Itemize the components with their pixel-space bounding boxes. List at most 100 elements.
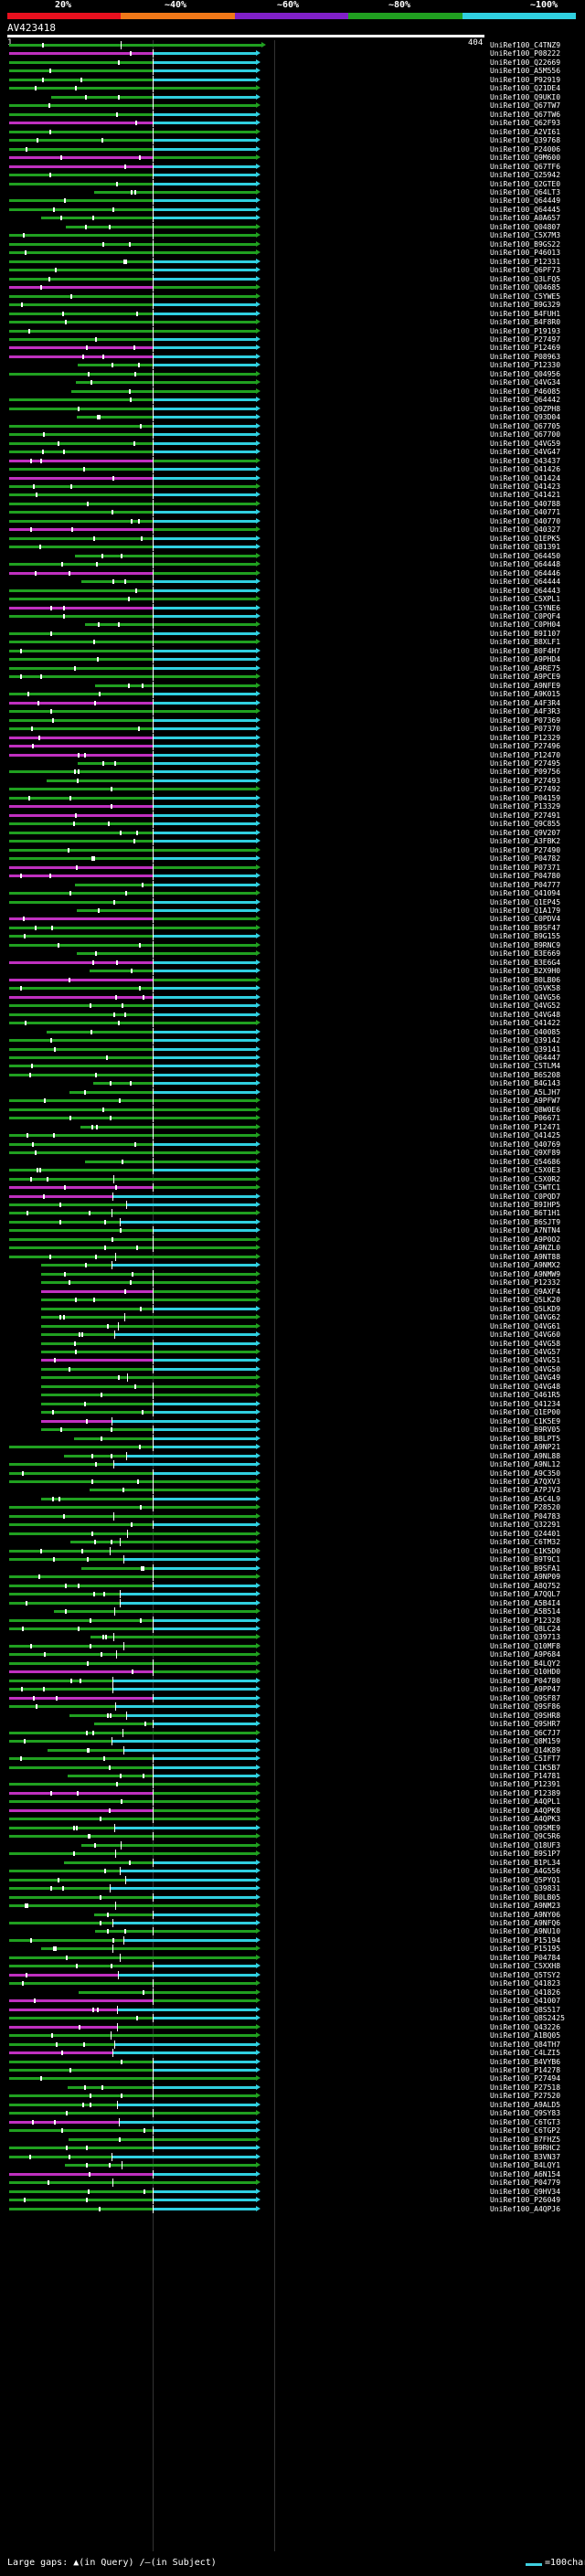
hit-row[interactable]: UniRef100_B4VYB6: [0, 2057, 585, 2066]
hit-accession-link[interactable]: UniRef100_B9SFA1: [490, 1564, 561, 1573]
hit-accession-link[interactable]: UniRef100_Q41422: [490, 1019, 561, 1028]
hit-accession-link[interactable]: UniRef100_B9SF47: [490, 923, 561, 932]
hit-row[interactable]: UniRef100_B4LQY2: [0, 1659, 585, 1668]
hit-row[interactable]: UniRef100_B4F8R0: [0, 318, 585, 327]
hit-row[interactable]: UniRef100_C5YWE5: [0, 292, 585, 301]
hit-accession-link[interactable]: UniRef100_B6SJT9: [490, 1217, 561, 1226]
hit-accession-link[interactable]: UniRef100_B4LQY1: [490, 2161, 561, 2170]
hit-accession-link[interactable]: UniRef100_A7PJV3: [490, 1486, 561, 1495]
hit-accession-link[interactable]: UniRef100_Q4VG48: [490, 1010, 561, 1019]
hit-row[interactable]: UniRef100_Q41424: [0, 473, 585, 482]
hit-row[interactable]: UniRef100_P15195: [0, 1945, 585, 1954]
hit-accession-link[interactable]: UniRef100_A6N154: [490, 2169, 561, 2178]
hit-row[interactable]: UniRef100_A7NTN4: [0, 1226, 585, 1235]
hit-accession-link[interactable]: UniRef100_Q4VG62: [490, 1313, 561, 1322]
hit-accession-link[interactable]: UniRef100_Q9V207: [490, 828, 561, 837]
hit-accession-link[interactable]: UniRef100_P12328: [490, 1616, 561, 1625]
hit-row[interactable]: UniRef100_P04777: [0, 880, 585, 889]
hit-accession-link[interactable]: UniRef100_Q93D04: [490, 413, 561, 422]
hit-accession-link[interactable]: UniRef100_A4F3R4: [490, 698, 561, 707]
hit-row[interactable]: UniRef100_Q9UKI0: [0, 92, 585, 101]
hit-row[interactable]: UniRef100_Q64446: [0, 568, 585, 578]
hit-accession-link[interactable]: UniRef100_P04777: [490, 880, 561, 889]
hit-row[interactable]: UniRef100_Q04956: [0, 369, 585, 378]
hit-accession-link[interactable]: UniRef100_A9P684: [490, 1650, 561, 1659]
hit-row[interactable]: UniRef100_P07369: [0, 716, 585, 725]
hit-accession-link[interactable]: UniRef100_B2X9H0: [490, 967, 561, 976]
hit-row[interactable]: UniRef100_A1BQ05: [0, 2031, 585, 2041]
hit-row[interactable]: UniRef100_B7FHZ5: [0, 2135, 585, 2144]
hit-row[interactable]: UniRef100_Q67TW7: [0, 101, 585, 111]
hit-accession-link[interactable]: UniRef100_Q04956: [490, 369, 561, 378]
hit-row[interactable]: UniRef100_Q9AXF4: [0, 1287, 585, 1296]
hit-accession-link[interactable]: UniRef100_Q18UF3: [490, 1840, 561, 1850]
hit-row[interactable]: UniRef100_Q64445: [0, 205, 585, 214]
hit-row[interactable]: UniRef100_P12330: [0, 361, 585, 370]
hit-accession-link[interactable]: UniRef100_P12331: [490, 257, 561, 266]
hit-accession-link[interactable]: UniRef100_C1K5D0: [490, 1546, 561, 1555]
hit-accession-link[interactable]: UniRef100_A4QPL1: [490, 1797, 561, 1807]
hit-accession-link[interactable]: UniRef100_A9C350: [490, 1468, 561, 1478]
hit-row[interactable]: UniRef100_A3FBK2: [0, 837, 585, 846]
hit-row[interactable]: UniRef100_Q41826: [0, 1988, 585, 1997]
hit-row[interactable]: UniRef100_B9SFA1: [0, 1564, 585, 1573]
hit-accession-link[interactable]: UniRef100_P15195: [490, 1945, 561, 1954]
hit-accession-link[interactable]: UniRef100_P04159: [490, 793, 561, 802]
hit-row[interactable]: UniRef100_P09756: [0, 768, 585, 777]
hit-row[interactable]: UniRef100_Q4VG56: [0, 992, 585, 1002]
hit-accession-link[interactable]: UniRef100_P04784: [490, 1953, 561, 1962]
hit-row[interactable]: UniRef100_A9NP09: [0, 1573, 585, 1582]
hit-accession-link[interactable]: UniRef100_P04780: [490, 1676, 561, 1685]
hit-row[interactable]: UniRef100_Q64450: [0, 551, 585, 560]
hit-row[interactable]: UniRef100_Q4VG51: [0, 1356, 585, 1365]
hit-accession-link[interactable]: UniRef100_A5B514: [490, 1607, 561, 1617]
hit-accession-link[interactable]: UniRef100_Q24401: [490, 1529, 561, 1538]
hit-row[interactable]: UniRef100_A9NZL0: [0, 1244, 585, 1253]
hit-accession-link[interactable]: UniRef100_Q67TW7: [490, 101, 561, 111]
hit-accession-link[interactable]: UniRef100_A4QPJ6: [490, 2204, 561, 2213]
hit-row[interactable]: UniRef100_P12469: [0, 344, 585, 353]
hit-accession-link[interactable]: UniRef100_P26049: [490, 2196, 561, 2205]
hit-row[interactable]: UniRef100_C5XPL1: [0, 595, 585, 604]
hit-accession-link[interactable]: UniRef100_Q04807: [490, 222, 561, 231]
hit-row[interactable]: UniRef100_Q54686: [0, 1157, 585, 1166]
hit-row[interactable]: UniRef100_Q9SHR8: [0, 1711, 585, 1720]
hit-row[interactable]: UniRef100_Q41426: [0, 465, 585, 474]
hit-row[interactable]: UniRef100_B9I107: [0, 629, 585, 638]
hit-row[interactable]: UniRef100_Q6C7J7: [0, 1728, 585, 1737]
hit-accession-link[interactable]: UniRef100_P12391: [490, 1780, 561, 1789]
hit-accession-link[interactable]: UniRef100_B9G329: [490, 301, 561, 310]
hit-accession-link[interactable]: UniRef100_A7NTN4: [490, 1226, 561, 1235]
hit-accession-link[interactable]: UniRef100_A9NMX2: [490, 1261, 561, 1270]
hit-accession-link[interactable]: UniRef100_Q40788: [490, 499, 561, 508]
hit-accession-link[interactable]: UniRef100_A5M556: [490, 67, 561, 76]
hit-accession-link[interactable]: UniRef100_A9ALD5: [490, 2100, 561, 2109]
hit-accession-link[interactable]: UniRef100_B1PL34: [490, 1858, 561, 1867]
hit-accession-link[interactable]: UniRef100_B8LPT5: [490, 1434, 561, 1443]
hit-accession-link[interactable]: UniRef100_A1BQ05: [490, 2031, 561, 2041]
hit-accession-link[interactable]: UniRef100_C5X0R2: [490, 1174, 561, 1183]
hit-row[interactable]: UniRef100_Q8S2425: [0, 2014, 585, 2023]
hit-row[interactable]: UniRef100_A0A657: [0, 214, 585, 223]
hit-accession-link[interactable]: UniRef100_Q67TF6: [490, 162, 561, 171]
hit-accession-link[interactable]: UniRef100_Q4VG57: [490, 1347, 561, 1356]
hit-row[interactable]: UniRef100_Q9SF86: [0, 1702, 585, 1712]
hit-row[interactable]: UniRef100_P15194: [0, 1935, 585, 1945]
hit-row[interactable]: UniRef100_Q41234: [0, 1399, 585, 1408]
hit-accession-link[interactable]: UniRef100_B4FUH1: [490, 309, 561, 318]
hit-accession-link[interactable]: UniRef100_Q54686: [490, 1157, 561, 1166]
hit-accession-link[interactable]: UniRef100_C4TNZ9: [490, 41, 561, 49]
hit-accession-link[interactable]: UniRef100_P12330: [490, 361, 561, 370]
hit-accession-link[interactable]: UniRef100_Q4VG58: [490, 1339, 561, 1348]
hit-accession-link[interactable]: UniRef100_A5C4L9: [490, 1494, 561, 1503]
hit-row[interactable]: UniRef100_B6SJT9: [0, 1217, 585, 1226]
hit-accession-link[interactable]: UniRef100_C4LZI5: [490, 2049, 561, 2058]
hit-accession-link[interactable]: UniRef100_Q9C5R6: [490, 1832, 561, 1841]
hit-row[interactable]: UniRef100_Q14K89: [0, 1745, 585, 1754]
hit-accession-link[interactable]: UniRef100_B9IHP5: [490, 1200, 561, 1209]
hit-row[interactable]: UniRef100_B3E669: [0, 949, 585, 959]
hit-accession-link[interactable]: UniRef100_Q4VG56: [490, 992, 561, 1002]
hit-accession-link[interactable]: UniRef100_Q41094: [490, 889, 561, 898]
hit-row[interactable]: UniRef100_B9T9C1: [0, 1555, 585, 1564]
hit-accession-link[interactable]: UniRef100_B7FHZ5: [490, 2135, 561, 2144]
